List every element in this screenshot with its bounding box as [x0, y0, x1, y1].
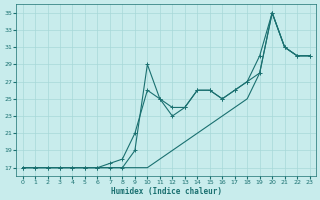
X-axis label: Humidex (Indice chaleur): Humidex (Indice chaleur) [111, 187, 221, 196]
